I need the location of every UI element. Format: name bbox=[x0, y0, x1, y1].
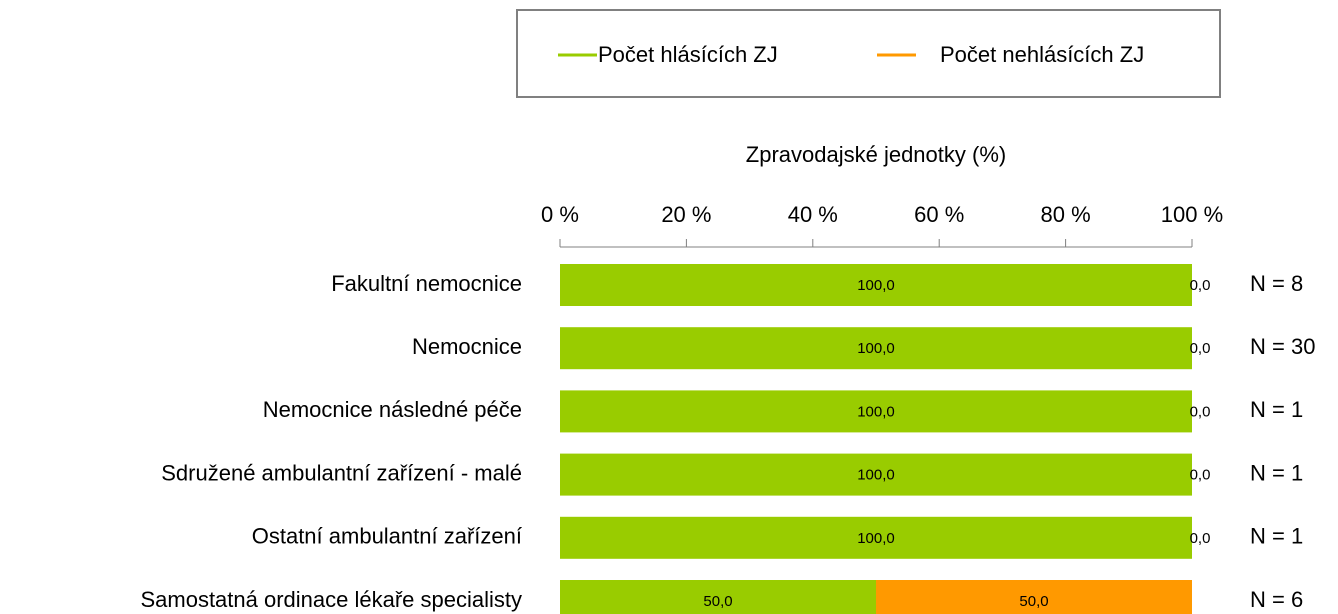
value-label: 50,0 bbox=[703, 593, 732, 610]
value-label: 100,0 bbox=[857, 530, 895, 547]
category-label: Samostatná ordinace lékaře specialisty bbox=[140, 587, 522, 612]
value-label: 0,0 bbox=[1190, 277, 1211, 294]
bar bbox=[560, 390, 1192, 433]
legend-label: Počet nehlásících ZJ bbox=[940, 42, 1144, 67]
bar bbox=[560, 516, 1192, 559]
legend-box bbox=[516, 9, 1221, 98]
category-label: Nemocnice následné péče bbox=[263, 397, 522, 422]
value-label: 50,0 bbox=[1019, 593, 1048, 610]
value-label: 100,0 bbox=[857, 403, 895, 420]
x-tick-label: 40 % bbox=[788, 202, 838, 227]
n-label: N = 8 bbox=[1250, 271, 1303, 296]
x-tick-label: 60 % bbox=[914, 202, 964, 227]
value-label: 100,0 bbox=[857, 277, 895, 294]
n-label: N = 1 bbox=[1250, 524, 1303, 549]
value-label: 100,0 bbox=[857, 467, 895, 484]
x-tick-label: 20 % bbox=[661, 202, 711, 227]
bar bbox=[876, 580, 1192, 614]
x-tick-label: 80 % bbox=[1041, 202, 1091, 227]
n-label: N = 30 bbox=[1250, 334, 1315, 359]
n-label: N = 1 bbox=[1250, 397, 1303, 422]
value-label: 0,0 bbox=[1190, 340, 1211, 357]
bar bbox=[560, 580, 876, 614]
value-label: 0,0 bbox=[1190, 467, 1211, 484]
axis-label: Zpravodajské jednotky (%) bbox=[746, 142, 1006, 167]
bar bbox=[560, 264, 1192, 306]
category-label: Sdružené ambulantní zařízení - malé bbox=[161, 460, 522, 485]
category-label: Fakultní nemocnice bbox=[331, 271, 522, 296]
bar bbox=[560, 327, 1192, 370]
category-label: Ostatní ambulantní zařízení bbox=[252, 524, 522, 549]
bar bbox=[560, 453, 1192, 496]
n-label: N = 6 bbox=[1250, 587, 1303, 612]
x-tick-label: 100 % bbox=[1161, 202, 1223, 227]
x-tick-label: 0 % bbox=[541, 202, 579, 227]
legend-label: Počet hlásících ZJ bbox=[598, 42, 778, 67]
n-label: N = 1 bbox=[1250, 460, 1303, 485]
value-label: 0,0 bbox=[1190, 530, 1211, 547]
category-label: Nemocnice bbox=[412, 334, 522, 359]
value-label: 100,0 bbox=[857, 340, 895, 357]
value-label: 0,0 bbox=[1190, 403, 1211, 420]
